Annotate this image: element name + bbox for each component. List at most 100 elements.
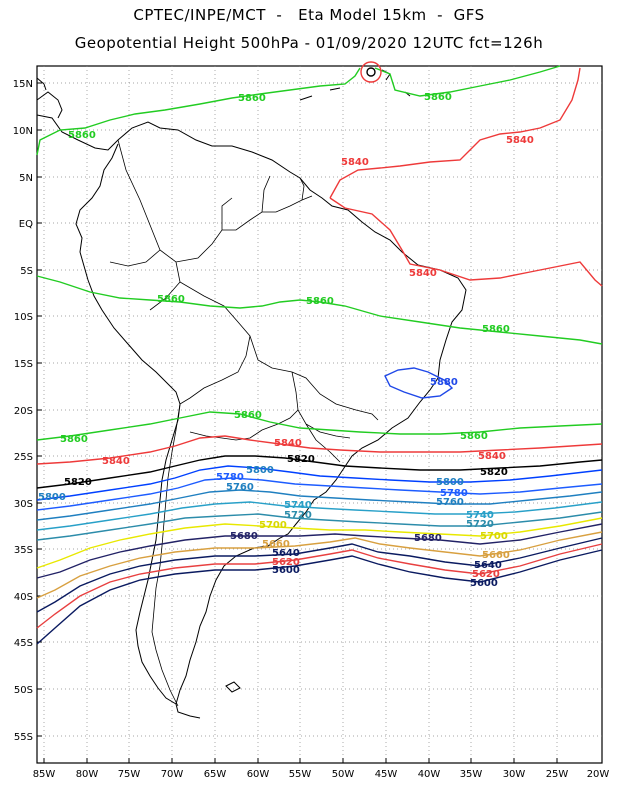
- contour-label-5680: 5680: [414, 533, 442, 544]
- lon-label: 25W: [546, 769, 569, 780]
- south-america-west-coastline: [75, 143, 181, 705]
- contour-label-5840: 5840: [102, 456, 130, 467]
- contour-label-5740: 5740: [284, 500, 312, 511]
- lat-label: 35S: [14, 545, 33, 556]
- contour-5820: [36, 455, 603, 489]
- contour-label-5780: 5780: [440, 488, 468, 499]
- contours: [36, 65, 603, 645]
- tick-marks: [37, 82, 558, 763]
- contour-5840-south: [36, 435, 603, 465]
- contour-label-5800: 5800: [38, 492, 66, 503]
- contour-labels: 5860 5860 5860 5860 5860 5860 5860 5860 …: [38, 92, 534, 589]
- contour-5700: [36, 517, 603, 569]
- chile-argentina-border: [151, 403, 181, 707]
- lon-label: 55W: [289, 769, 312, 780]
- lat-label: 10N: [13, 126, 33, 137]
- lat-label: 55S: [14, 732, 33, 743]
- lat-label: 40S: [14, 592, 33, 603]
- lon-label: 50W: [332, 769, 355, 780]
- lon-label: 70W: [161, 769, 184, 780]
- lat-label: 5N: [19, 173, 33, 184]
- lon-label: 20W: [587, 769, 610, 780]
- contour-5840-subtropical-ne: [329, 197, 603, 287]
- country-borders: [109, 139, 379, 463]
- lat-label: 50S: [14, 685, 33, 696]
- contour-label-5640: 5640: [474, 560, 502, 571]
- contour-label-5620: 5620: [472, 569, 500, 580]
- lon-label: 60W: [247, 769, 270, 780]
- lat-label: 15S: [14, 359, 33, 370]
- high-center-inner: [366, 67, 376, 77]
- contour-label-5860: 5860: [68, 130, 96, 141]
- contour-label-5700: 5700: [259, 520, 287, 531]
- contour-label-5860: 5860: [238, 93, 266, 104]
- lat-label: 25S: [14, 452, 33, 463]
- contour-label-5820: 5820: [64, 477, 92, 488]
- contour-5680: [36, 523, 603, 579]
- lat-label: 15N: [13, 79, 33, 90]
- contour-label-5600: 5600: [272, 565, 300, 576]
- contour-5800: [36, 465, 603, 501]
- lat-label: 5S: [20, 266, 33, 277]
- contour-5740: [36, 501, 603, 531]
- contour-5760: [36, 489, 603, 521]
- lat-label: 10S: [14, 312, 33, 323]
- contour-label-5740: 5740: [466, 510, 494, 521]
- contour-5860-south-trop: [36, 275, 603, 345]
- contour-label-5840: 5840: [274, 438, 302, 449]
- contour-label-5840: 5840: [341, 157, 369, 168]
- lon-label: 35W: [460, 769, 483, 780]
- contour-label-5860: 5860: [234, 410, 262, 421]
- contour-5660: [36, 531, 603, 599]
- lat-label: 45S: [14, 638, 33, 649]
- chart-subtitle: Geopotential Height 500hPa - 01/09/2020 …: [74, 34, 544, 52]
- contour-5860-north: [36, 65, 561, 156]
- lon-label: 45W: [375, 769, 398, 780]
- contour-label-5860: 5860: [482, 324, 510, 335]
- contour-label-5840: 5840: [478, 451, 506, 462]
- contour-label-5820: 5820: [480, 467, 508, 478]
- contour-label-5860: 5860: [306, 296, 334, 307]
- contour-label-5860: 5860: [157, 294, 185, 305]
- contour-label-5760: 5760: [226, 482, 254, 493]
- contour-label-5780: 5780: [216, 472, 244, 483]
- contour-label-5840: 5840: [506, 135, 534, 146]
- contour-5860-subtropical: [36, 411, 603, 441]
- contour-5640: [36, 537, 603, 613]
- contour-label-5700: 5700: [480, 531, 508, 542]
- lon-label: 40W: [418, 769, 441, 780]
- contour-label-5640: 5640: [272, 548, 300, 559]
- contour-5620: [36, 543, 603, 629]
- contour-label-5760: 5760: [436, 497, 464, 508]
- contour-5600: [36, 549, 603, 645]
- high-center-outer: [360, 61, 382, 83]
- lon-label: 65W: [204, 769, 227, 780]
- contour-label-5720: 5720: [466, 519, 494, 530]
- contour-5780: [36, 477, 603, 511]
- map-frame: [36, 65, 603, 764]
- contour-label-5620: 5620: [272, 557, 300, 568]
- contour-label-5880: 5880: [430, 377, 458, 388]
- lon-label: 85W: [33, 769, 56, 780]
- lat-label: 20S: [14, 406, 33, 417]
- contour-label-5820: 5820: [287, 454, 315, 465]
- contour-label-5860: 5860: [424, 92, 452, 103]
- lon-label: 75W: [118, 769, 141, 780]
- latitude-labels: 15N 10N 5N EQ 5S 10S 15S 20S 25S 30S 35S…: [13, 79, 33, 743]
- contour-label-5800: 5800: [436, 477, 464, 488]
- grid-lines: [37, 66, 602, 763]
- contour-label-5660: 5660: [482, 550, 510, 561]
- coastlines: [36, 69, 467, 719]
- contour-label-5860: 5860: [60, 434, 88, 445]
- contour-label-5800: 5800: [246, 465, 274, 476]
- south-america-coastline: [36, 114, 467, 719]
- falkland-islands: [225, 681, 241, 693]
- contour-5720: [36, 511, 603, 541]
- longitude-labels: 85W 80W 75W 70W 65W 60W 55W 50W 45W 40W …: [33, 769, 610, 780]
- lat-label: 30S: [14, 499, 33, 510]
- high-center-marker: [360, 61, 382, 83]
- contour-label-5680: 5680: [230, 531, 258, 542]
- contour-label-5860: 5860: [460, 431, 488, 442]
- central-america-coastline: [36, 77, 63, 119]
